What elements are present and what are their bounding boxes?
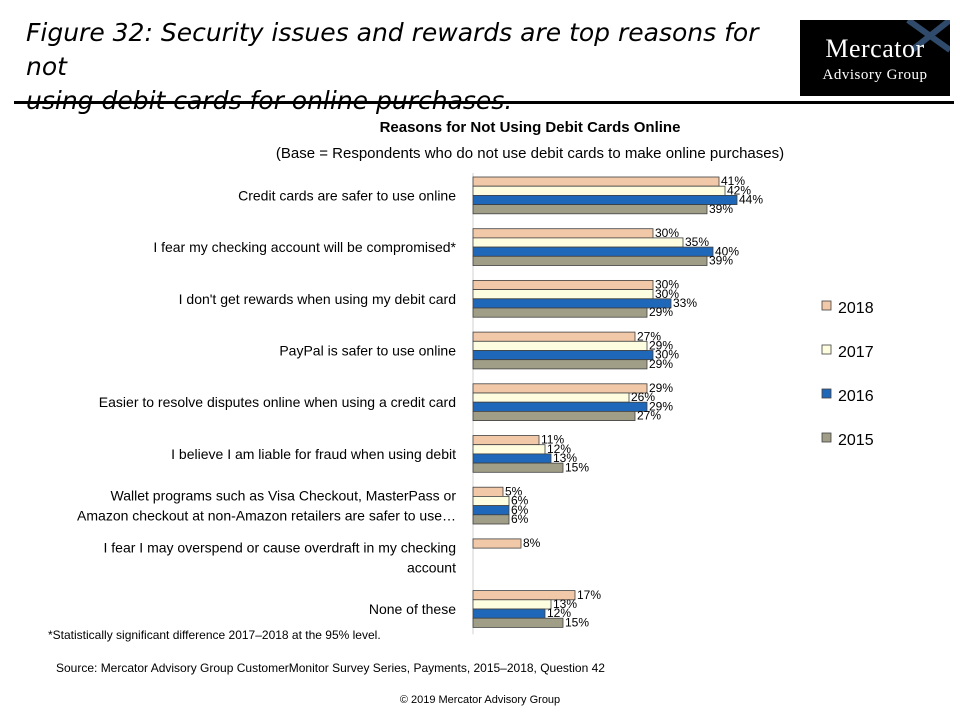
data-label: 27% — [637, 409, 661, 423]
bar — [472, 228, 654, 239]
category-label: Credit cards are safer to use online — [238, 187, 456, 203]
bar — [472, 401, 648, 412]
data-label: 5% — [505, 484, 523, 498]
bar — [472, 462, 564, 473]
legend-label: 2016 — [838, 388, 874, 405]
data-label: 11% — [541, 433, 564, 447]
bar — [472, 185, 726, 196]
category-label: I fear my checking account will be compr… — [153, 239, 456, 255]
bar — [472, 453, 552, 464]
data-label: 42% — [727, 183, 751, 197]
bar — [472, 617, 564, 628]
chart-subtitle: (Base = Respondents who do not use debit… — [275, 145, 785, 162]
category-label: None of these — [369, 601, 456, 617]
data-label: 8% — [523, 536, 541, 550]
category-label: I don't get rewards when using my debit … — [179, 291, 456, 307]
data-label: 30% — [655, 287, 679, 301]
category-label: Amazon checkout at non-Amazon retailers … — [77, 508, 456, 524]
legend-label: 2018 — [838, 300, 874, 317]
mercator-logo: Mercator Advisory Group — [800, 20, 950, 96]
bar — [472, 331, 636, 342]
data-label: 29% — [649, 399, 673, 413]
data-label: 12% — [547, 606, 571, 620]
logo-cross-icon — [906, 20, 950, 53]
bar — [472, 444, 546, 455]
data-label: 29% — [649, 381, 673, 395]
data-label: 29% — [649, 357, 673, 371]
data-label: 6% — [511, 503, 529, 517]
data-label: 33% — [673, 296, 697, 310]
data-label: 6% — [511, 494, 529, 508]
data-label: 6% — [511, 512, 529, 526]
bar — [472, 410, 636, 421]
logo-line-1: Mercator — [825, 34, 925, 63]
chart-title: Reasons for Not Using Debit Cards Online — [379, 119, 681, 136]
legend-swatch — [821, 300, 832, 311]
category-label: Easier to resolve disputes online when u… — [99, 394, 456, 410]
bar — [472, 350, 654, 361]
bar — [472, 176, 720, 187]
source-note: Source: Mercator Advisory Group Customer… — [56, 661, 605, 675]
data-label: 29% — [649, 339, 673, 353]
bar — [472, 289, 654, 300]
data-label: 44% — [739, 193, 763, 207]
data-label: 41% — [721, 174, 745, 188]
category-label: I believe I am liable for fraud when usi… — [171, 446, 456, 462]
bar — [472, 194, 738, 205]
bar — [472, 599, 552, 610]
bar — [472, 246, 714, 257]
bar — [472, 514, 510, 525]
category-label: PayPal is safer to use online — [279, 343, 456, 359]
title-divider — [14, 101, 954, 104]
bar — [472, 383, 648, 394]
figure-title-line-2: using debit cards for online purchases. — [26, 86, 513, 115]
data-label: 30% — [655, 226, 679, 240]
bar — [472, 505, 510, 516]
bar — [472, 255, 708, 266]
footnote: *Statistically significant difference 20… — [48, 628, 381, 642]
data-label: 40% — [715, 244, 739, 258]
data-label: 39% — [709, 254, 733, 268]
data-label: 26% — [631, 390, 655, 404]
data-label: 30% — [655, 348, 679, 362]
bar — [472, 204, 708, 215]
bar — [472, 298, 672, 309]
bar — [472, 392, 630, 403]
bar — [472, 495, 510, 506]
data-label: 12% — [547, 442, 571, 456]
data-label: 27% — [637, 329, 661, 343]
data-label: 15% — [565, 460, 589, 474]
bar — [472, 608, 546, 619]
data-label: 13% — [553, 451, 577, 465]
data-label: 35% — [685, 235, 709, 249]
bar — [472, 359, 648, 370]
data-label: 30% — [655, 278, 679, 292]
category-label: I fear I may overspend or cause overdraf… — [104, 539, 457, 555]
legend-swatch — [821, 388, 832, 399]
data-label: 15% — [565, 615, 589, 629]
bar — [472, 538, 522, 549]
category-label: account — [407, 559, 456, 575]
figure-title: Figure 32: Security issues and rewards a… — [26, 16, 796, 118]
bar — [472, 307, 648, 318]
bar — [472, 435, 540, 446]
legend-swatch — [821, 432, 832, 443]
copyright: © 2019 Mercator Advisory Group — [399, 694, 561, 706]
figure-title-line-1: Figure 32: Security issues and rewards a… — [26, 18, 759, 81]
logo-line-2: Advisory Group — [822, 67, 928, 83]
bar — [472, 279, 654, 290]
bar — [472, 237, 684, 248]
data-label: 17% — [577, 588, 601, 602]
category-label: Wallet programs such as Visa Checkout, M… — [111, 488, 457, 504]
data-label: 13% — [553, 597, 577, 611]
data-label: 29% — [649, 305, 673, 319]
legend-label: 2017 — [838, 344, 874, 361]
data-label: 39% — [709, 202, 733, 216]
legend-swatch — [821, 344, 832, 355]
bar — [472, 340, 648, 351]
legend-label: 2015 — [838, 432, 874, 449]
bar — [472, 486, 504, 497]
